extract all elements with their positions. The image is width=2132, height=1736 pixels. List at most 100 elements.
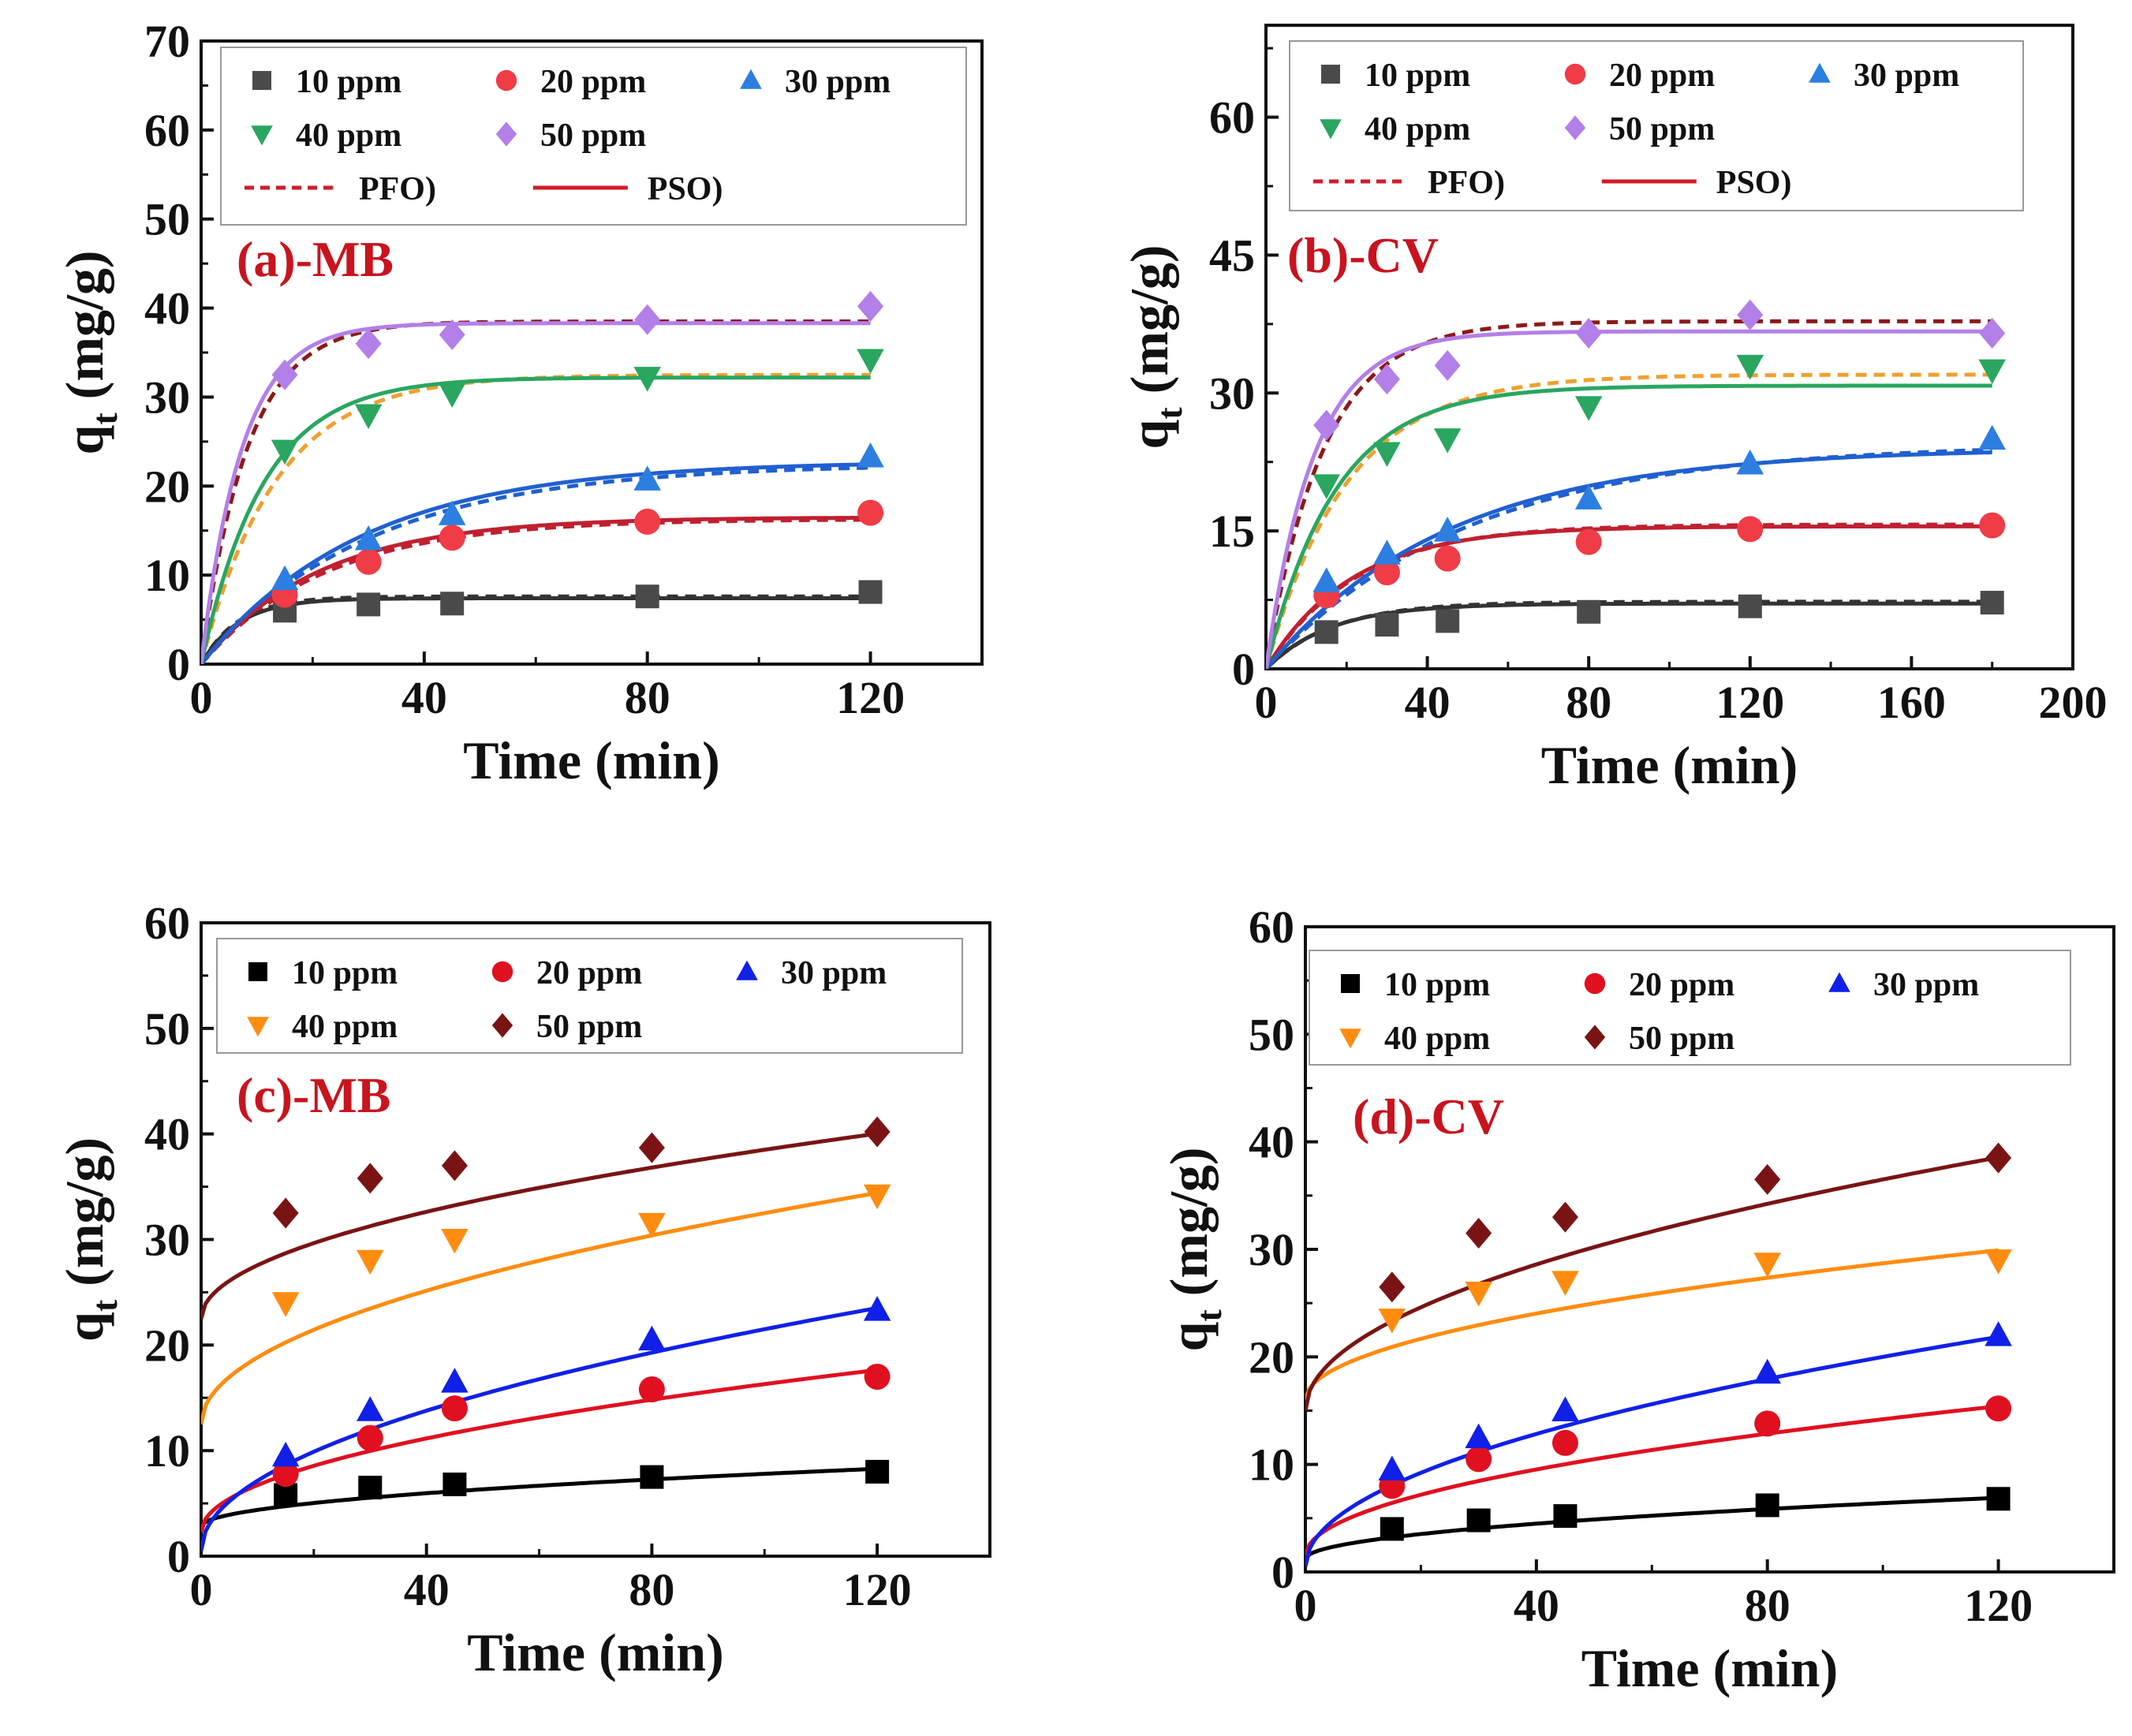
fit-curve-solid: [201, 1466, 878, 1529]
y-tick-label: 40: [144, 283, 190, 334]
data-point: [271, 359, 298, 390]
y-tick-label: 40: [1249, 1117, 1294, 1168]
legend-marker: [1809, 62, 1831, 83]
data-point: [864, 1363, 891, 1390]
data-point: [857, 499, 884, 526]
x-tick-label: 80: [629, 1564, 674, 1615]
data-point: [1312, 474, 1340, 499]
y-tick-label: 60: [1209, 92, 1255, 144]
legend-label: 20 ppm: [540, 64, 646, 100]
legend-marker: [1584, 1025, 1606, 1050]
data-point: [1551, 1271, 1579, 1296]
data-point: [633, 465, 661, 491]
data-point: [864, 1116, 891, 1148]
data-point: [272, 1461, 299, 1488]
legend-marker: [247, 1017, 269, 1037]
fit-curve-solid: [201, 1131, 878, 1320]
data-point: [1373, 539, 1401, 565]
data-point: [1754, 1410, 1781, 1437]
data-point: [640, 1465, 664, 1489]
data-point: [438, 500, 466, 525]
chart-panel-b: 0 40 80 120 160 200 0 15 30 45 60 Time (min) qt (mg/…: [1119, 24, 2108, 795]
legend-label: 40 ppm: [1365, 111, 1470, 147]
x-tick-label: 120: [843, 1564, 912, 1615]
data-point: [633, 367, 661, 392]
data-point: [357, 592, 381, 617]
legend-marker: [491, 961, 513, 983]
legend-label: 50 ppm: [1609, 111, 1715, 147]
data-point: [1466, 1508, 1491, 1533]
data-point: [357, 1424, 383, 1451]
chart-panel-a: 0 40 80 120 0 10 20 30 40 50 60 70 Time (min) qt (mg/…: [54, 16, 984, 790]
legend-label: 20 ppm: [1609, 58, 1715, 94]
data-point: [1378, 1455, 1406, 1480]
x-tick-label: 40: [1514, 1580, 1559, 1631]
data-point: [1978, 359, 2006, 385]
x-tick-label: 120: [1716, 677, 1784, 728]
legend-label: 50 ppm: [1629, 1021, 1734, 1057]
legend-label: PSO): [1716, 165, 1792, 201]
data-point: [865, 1459, 890, 1484]
legend-label: 10 ppm: [292, 955, 398, 991]
fit-curve-dashed: [201, 465, 871, 664]
data-point: [1737, 516, 1764, 543]
data-point: [1736, 450, 1764, 475]
data-point: [1985, 1321, 2012, 1346]
data-point: [638, 1376, 665, 1403]
y-tick-label: 20: [144, 461, 190, 512]
y-axis-label-unit: (mg/g): [1159, 1148, 1219, 1310]
data-point: [1434, 545, 1461, 572]
data-point: [1980, 591, 2004, 615]
x-tick-label: 40: [401, 672, 447, 723]
x-tick-label: 80: [1566, 677, 1611, 728]
data-point: [1985, 1249, 2012, 1275]
y-axis-label-sub: t: [1189, 1309, 1229, 1322]
fit-curve-dashed: [1266, 522, 1992, 669]
legend-label: 40 ppm: [1384, 1021, 1490, 1057]
data-point: [358, 1476, 383, 1500]
fit-curve-solid: [201, 515, 871, 664]
y-axis-label-main: q: [54, 1312, 114, 1342]
legend-box: [220, 47, 967, 226]
data-point: [1465, 1282, 1492, 1307]
data-point: [274, 1483, 298, 1507]
data-point: [1755, 1493, 1779, 1518]
y-tick-label: 10: [1249, 1439, 1294, 1491]
fit-curve-dashed: [1266, 447, 1992, 669]
data-point: [1379, 1271, 1406, 1303]
y-tick-label: 15: [1209, 506, 1255, 557]
legend-marker: [1320, 119, 1342, 140]
legend-label: 10 ppm: [296, 64, 401, 100]
data-point: [1551, 1396, 1579, 1421]
x-tick-label: 160: [1877, 677, 1946, 728]
x-tick-label: 80: [1745, 1580, 1790, 1631]
y-axis-label-sub: t: [1149, 407, 1189, 420]
legend-label: 40 ppm: [292, 1009, 398, 1045]
data-point: [1753, 1253, 1781, 1278]
legend-marker: [740, 69, 762, 89]
legend-label: 50 ppm: [540, 118, 646, 154]
panel-title: (d)-CV: [1353, 1088, 1504, 1144]
y-tick-label: 0: [167, 639, 190, 690]
data-point: [857, 349, 884, 375]
legend-marker: [495, 69, 517, 91]
data-point: [1373, 364, 1400, 395]
x-tick-label: 120: [1964, 1580, 2033, 1631]
x-axis-label: Time (min): [467, 1622, 724, 1682]
data-point: [1314, 620, 1339, 644]
data-point: [1466, 1218, 1492, 1249]
data-point: [1985, 1395, 2012, 1422]
x-tick-label: 200: [2039, 677, 2108, 728]
y-tick-label: 20: [144, 1320, 190, 1371]
y-axis-label-main: q: [1159, 1321, 1219, 1351]
fit-curve-solid: [201, 375, 871, 664]
data-point: [1551, 1201, 1578, 1233]
x-tick-label: 40: [1405, 677, 1451, 728]
data-point: [1373, 442, 1401, 468]
data-point: [355, 328, 382, 360]
data-point: [1753, 1358, 1781, 1384]
fit-curve-solid: [201, 462, 871, 664]
legend-marker: [1564, 63, 1586, 85]
legend-marker: [1341, 974, 1360, 993]
y-axis-label-main: q: [54, 424, 114, 454]
